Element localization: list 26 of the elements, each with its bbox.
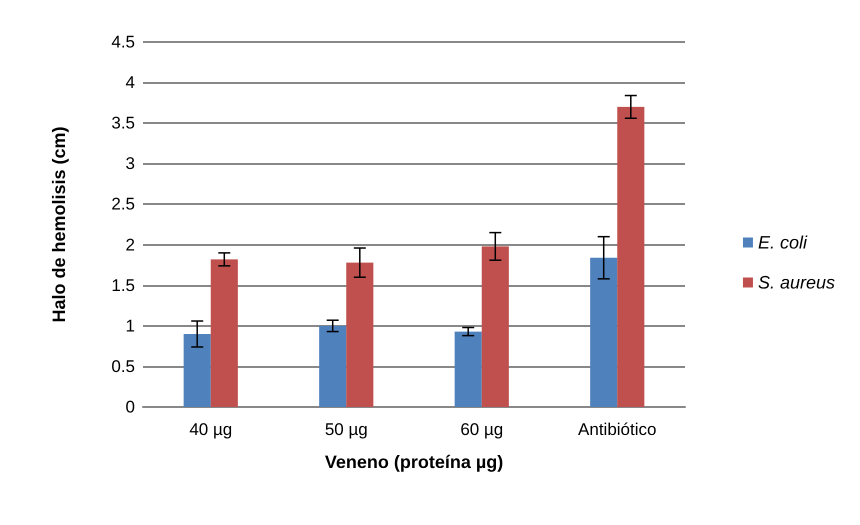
bar bbox=[319, 326, 346, 407]
y-tick-label: 0.5 bbox=[111, 356, 135, 376]
y-tick-label: 4 bbox=[126, 73, 135, 92]
x-tick-label: 40 µg bbox=[189, 420, 232, 439]
y-tick-label: 3.5 bbox=[111, 114, 135, 133]
bar bbox=[210, 259, 238, 407]
y-tick-label: 2 bbox=[126, 235, 135, 254]
x-tick-label: 60 µg bbox=[460, 420, 504, 439]
legend-label: E. coli bbox=[758, 232, 808, 252]
x-axis-title: Veneno (proteína µg) bbox=[324, 452, 504, 472]
bar bbox=[482, 246, 509, 407]
y-axis-title: Halo de hemolisis (cm) bbox=[49, 126, 69, 323]
y-tick-label: 1.5 bbox=[111, 276, 135, 295]
y-tick-label: 1 bbox=[126, 316, 135, 336]
bar bbox=[590, 258, 618, 407]
y-tick-label: 0 bbox=[126, 398, 135, 416]
x-tick-label: 50 µg bbox=[324, 420, 368, 439]
bar bbox=[454, 332, 482, 407]
bar bbox=[617, 106, 644, 407]
legend-label: S. aureus bbox=[758, 272, 835, 292]
y-tick-label: 4.5 bbox=[111, 32, 135, 52]
y-tick-label: 3 bbox=[126, 154, 135, 174]
bar bbox=[346, 262, 374, 407]
x-tick-label: Antibiótico bbox=[578, 420, 656, 439]
bar bbox=[184, 334, 211, 407]
y-tick-label: 2.5 bbox=[111, 194, 135, 214]
